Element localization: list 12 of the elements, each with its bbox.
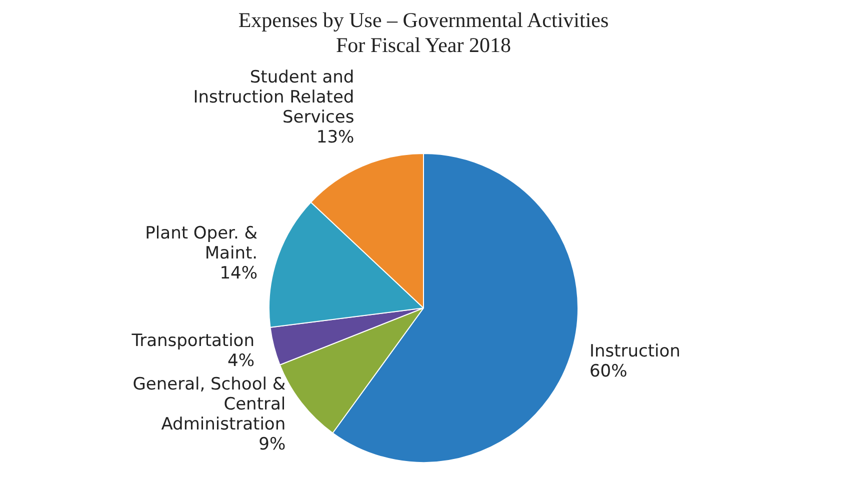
slice-label: Transportation (130, 330, 254, 351)
data-label: 14% (220, 264, 258, 284)
slice-label: General, School & Central Administration (132, 374, 286, 434)
data-label: 9% (258, 434, 286, 454)
chart-title: Expenses by Use – Governmental Activities (237, 8, 610, 33)
data-label: 13% (316, 127, 354, 148)
slice-label: Student and Instruction Related Services (193, 67, 354, 128)
chart-subtitle: For Fiscal Year 2018 (334, 33, 512, 58)
slice-label: Instruction (589, 341, 680, 362)
slice-label: Plant Oper. & Maint. (145, 224, 258, 264)
data-label: 4% (228, 350, 254, 371)
data-label: 60% (589, 361, 628, 382)
